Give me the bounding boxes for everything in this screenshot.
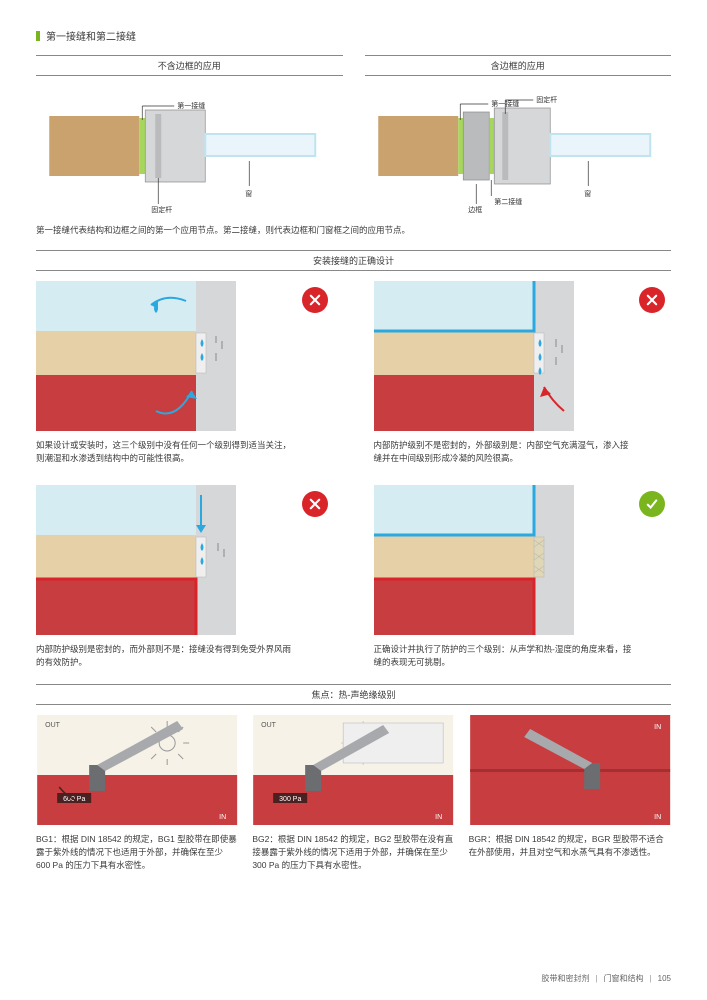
- cross-icon: [302, 287, 328, 313]
- footer-page: 105: [658, 974, 671, 983]
- page-footer: 胶带和密封剂 | 门窗和结构 | 105: [541, 973, 671, 984]
- focus-item: 300 Pa OUT IN BG2：根据 DIN 18542 的规定，BG2 型…: [252, 715, 454, 871]
- out-label-1: OUT: [261, 722, 277, 729]
- joint-diagram-2: [36, 485, 276, 635]
- design-caption: 如果设计或安装时，这三个级别中没有任何一个级别得到适当关注，则潮湿和水渗透到结构…: [36, 439, 296, 465]
- lbl-window-2: 窗: [584, 189, 591, 198]
- out-label-0: OUT: [45, 722, 61, 729]
- design-item: 内部防护级别不是密封的，外部级别是：内部空气充满湿气，渗入接缝并在中间级别形成冷…: [374, 281, 672, 465]
- design-caption: 内部防护级别是密封的，而外部则不是：接缝没有得到免受外界风雨的有效防护。: [36, 643, 296, 669]
- joint-diagram-0: [36, 281, 276, 431]
- design-item: 正确设计并执行了防护的三个级别：从声学和热-湿度的角度来看，接缝的表现无可挑剔。: [374, 485, 672, 669]
- diagram-with-frame: 第一接缝 固定杆 边框 第二接缝 窗: [365, 86, 672, 216]
- design-caption: 内部防护级别不是密封的，外部级别是：内部空气充满湿气，渗入接缝并在中间级别形成冷…: [374, 439, 634, 465]
- lbl-anchor: 固定杆: [151, 205, 172, 214]
- check-icon: [639, 491, 665, 517]
- top-left-col: 不含边框的应用 第一接缝 固定杆: [36, 55, 343, 216]
- design-item: 如果设计或安装时，这三个级别中没有任何一个级别得到适当关注，则潮湿和水渗透到结构…: [36, 281, 334, 465]
- focus-diagram-2: IN IN: [469, 715, 671, 825]
- in-label-2b: IN: [654, 814, 661, 821]
- pa-label-1: 300 Pa: [279, 796, 301, 803]
- design-caption: 正确设计并执行了防护的三个级别：从声学和热-湿度的角度来看，接缝的表现无可挑剔。: [374, 643, 634, 669]
- top-diagram-row: 不含边框的应用 第一接缝 固定杆: [36, 55, 671, 216]
- in-label-2a: IN: [654, 724, 661, 731]
- footer-sep: |: [595, 974, 597, 983]
- focus-header: 焦点：热-声绝缘级别: [36, 684, 671, 705]
- focus-diagram-0: 600 Pa OUT IN: [36, 715, 238, 825]
- focus-item: 600 Pa OUT IN BG1：根据 DIN 18542 的规定，BG1 型…: [36, 715, 238, 871]
- lbl-first-joint: 第一接缝: [177, 101, 205, 110]
- top-left-header: 不含边框的应用: [36, 55, 343, 76]
- design-grid: 如果设计或安装时，这三个级别中没有任何一个级别得到适当关注，则潮湿和水渗透到结构…: [36, 281, 671, 668]
- lbl-first-joint-2: 第一接缝: [491, 99, 519, 108]
- footer-cat-a: 胶带和密封剂: [541, 973, 589, 984]
- footer-sep: |: [650, 974, 652, 983]
- cross-icon: [639, 287, 665, 313]
- diagram-no-frame: 第一接缝 固定杆 窗: [36, 86, 343, 216]
- in-label-0: IN: [219, 814, 226, 821]
- focus-caption: BGR：根据 DIN 18542 的规定，BGR 型胶带不适合在外部使用，并且对…: [469, 833, 671, 859]
- section-title-text: 第一接缝和第二接缝: [46, 28, 136, 43]
- top-right-col: 含边框的应用 第一接缝 固定杆 边框 第: [365, 55, 672, 216]
- lbl-window: 窗: [245, 189, 252, 198]
- focus-diagram-1: 300 Pa OUT IN: [252, 715, 454, 825]
- lbl-frame: 边框: [468, 205, 482, 214]
- focus-item: IN IN BGR：根据 DIN 18542 的规定，BGR 型胶带不适合在外部…: [469, 715, 671, 871]
- section-title: 第一接缝和第二接缝: [36, 28, 671, 43]
- joint-diagram-1: [374, 281, 614, 431]
- top-right-header: 含边框的应用: [365, 55, 672, 76]
- lbl-second-joint: 第二接缝: [494, 197, 522, 206]
- footer-cat-b: 门窗和结构: [604, 973, 644, 984]
- joint-diagram-3: [374, 485, 614, 635]
- focus-caption: BG1：根据 DIN 18542 的规定，BG1 型胶带在即使暴露于紫外线的情况…: [36, 833, 238, 871]
- design-item: 内部防护级别是密封的，而外部则不是：接缝没有得到免受外界风雨的有效防护。: [36, 485, 334, 669]
- accent-bar: [36, 31, 40, 41]
- focus-grid: 600 Pa OUT IN BG1：根据 DIN 18542 的规定，BG1 型…: [36, 715, 671, 871]
- in-label-1: IN: [435, 814, 442, 821]
- design-header: 安装接缝的正确设计: [36, 250, 671, 271]
- cross-icon: [302, 491, 328, 517]
- lbl-anchor-2: 固定杆: [536, 95, 557, 104]
- top-paragraph: 第一接缝代表结构和边框之间的第一个应用节点。第二接缝，则代表边框和门窗框之间的应…: [36, 224, 671, 236]
- focus-caption: BG2：根据 DIN 18542 的规定，BG2 型胶带在没有直接暴露于紫外线的…: [252, 833, 454, 871]
